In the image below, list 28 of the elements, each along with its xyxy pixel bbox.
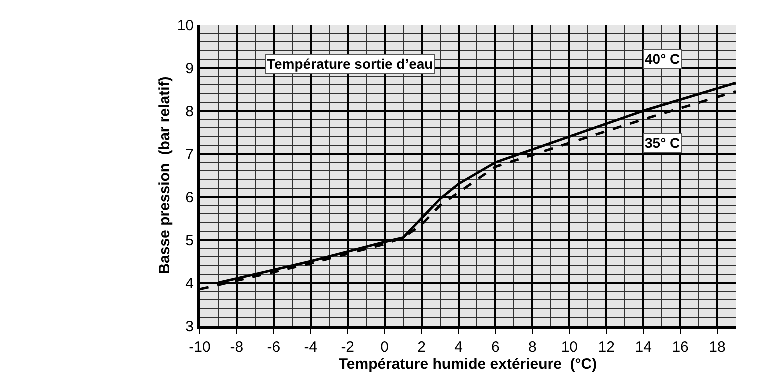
x-axis-title: Température humide extérieure (°C): [338, 356, 598, 373]
x-tick-label: 6: [492, 339, 500, 356]
y-tick-label: 3: [186, 318, 194, 336]
y-tick-label: 5: [186, 232, 194, 250]
x-tick-label: 8: [528, 339, 537, 356]
x-tick-label: 0: [380, 339, 389, 356]
x-tick-label: 16: [672, 339, 689, 356]
y-tick-label: 8: [186, 103, 194, 120]
x-tick-label: -6: [267, 339, 281, 356]
y-tick-label: 6: [186, 189, 194, 206]
x-tick-label: 10: [561, 339, 578, 356]
y-tick-label: 9: [186, 60, 194, 78]
x-tick-label: -10: [189, 339, 211, 356]
x-tick-label: 14: [635, 339, 652, 356]
text: 40° C: [645, 51, 680, 67]
series-label: 35° C: [645, 135, 680, 151]
x-tick-label: 18: [709, 339, 726, 356]
x-tick-label: 4: [454, 339, 463, 356]
x-tick-label: 12: [598, 339, 615, 356]
y-tick-label: 10: [177, 17, 194, 34]
y-axis-title: Basse pression (bar relatif): [156, 76, 174, 274]
x-tick-label: -8: [230, 339, 244, 356]
y-tick-label: 7: [186, 146, 194, 164]
legend-title: Température sortie d’eau: [267, 56, 434, 72]
x-tick-label: 2: [418, 339, 426, 356]
y-tick-label: 4: [186, 275, 194, 292]
x-tick-label: -2: [341, 339, 355, 356]
x-tick-label: -4: [304, 339, 318, 356]
